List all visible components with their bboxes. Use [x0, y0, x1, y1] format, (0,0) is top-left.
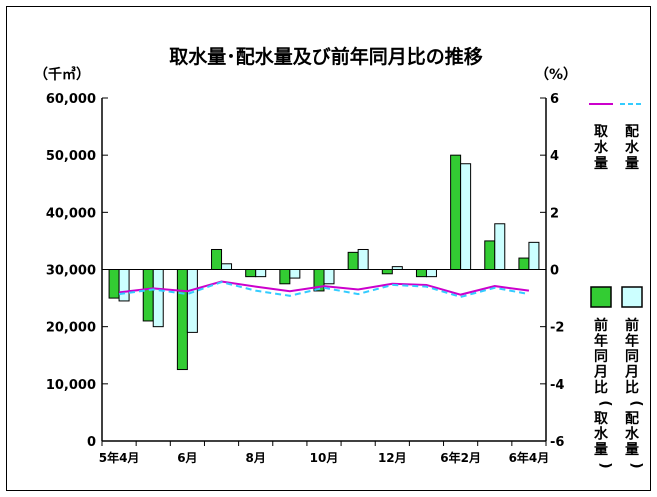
bar-distribution-yoy: [221, 263, 233, 270]
legend-glyph: 水: [625, 139, 640, 156]
legend-glyph: 水: [625, 426, 640, 443]
legend-glyph: 取: [594, 411, 609, 427]
x-axis-tick-label: 6年2月: [440, 450, 481, 465]
right-axis-tick-label: -6: [550, 435, 564, 450]
right-axis-tick-label: -4: [550, 378, 564, 393]
legend-glyph: (: [628, 400, 644, 406]
bar-intake-yoy: [381, 269, 393, 275]
bar-distribution-yoy: [186, 269, 198, 333]
bar-distribution-yoy: [494, 223, 506, 270]
legend-distribution-yoy-label: 前年同月比 ( 配水量): [624, 317, 644, 469]
bar-distribution-yoy: [323, 269, 335, 285]
legend-glyph: 配: [625, 124, 639, 140]
legend-glyph: ): [597, 462, 613, 468]
bar-distribution-yoy: [357, 248, 369, 271]
left-axis-tick-label: 50,000: [46, 149, 96, 164]
bar-intake-yoy: [176, 269, 188, 371]
legend-glyph: 量: [594, 442, 608, 458]
right-axis-tick-label: 6: [550, 92, 559, 107]
legend-glyph: 月: [593, 365, 608, 381]
legend-glyph: 水: [594, 426, 609, 443]
bar-intake-yoy: [450, 154, 462, 271]
legend-glyph: 量: [594, 156, 608, 172]
left-axis-tick-label: 60,000: [46, 92, 96, 107]
left-axis-tick-label: 30,000: [46, 264, 96, 279]
legend-glyph: (: [597, 400, 613, 406]
left-axis-tick-label: 40,000: [46, 206, 96, 221]
legend-glyph: ): [628, 462, 644, 468]
x-axis-tick-label: 6月: [177, 451, 197, 465]
legend-glyph: 量: [625, 156, 639, 172]
right-axis-tick-label: -2: [550, 321, 564, 336]
x-axis-tick-label: 5年4月: [99, 450, 140, 465]
legend-glyph: 月: [624, 365, 639, 381]
legend-intake-yoy-label: 前年同月比 ( 取水量): [593, 317, 613, 469]
legend-glyph: 比: [625, 379, 639, 396]
legend-glyph: 量: [625, 442, 639, 458]
right-axis-tick-label: 4: [550, 149, 559, 164]
legend-intake-label: 取水量: [594, 124, 609, 172]
legend-glyph: 年: [625, 333, 639, 350]
x-axis-tick-label: 8月: [246, 451, 266, 465]
x-axis-tick-label: 12月: [378, 451, 407, 465]
bar-intake-yoy: [245, 269, 257, 278]
legend-glyph: 同: [594, 349, 608, 365]
bar-intake-yoy: [484, 240, 496, 271]
bar-intake-yoy: [415, 269, 427, 278]
x-axis-tick-label: 10月: [310, 451, 339, 465]
left-axis-tick-label: 20,000: [46, 321, 96, 336]
bar-intake-yoy: [279, 269, 291, 285]
bar-intake-yoy: [518, 257, 530, 271]
left-axis-tick-label: 0: [87, 435, 96, 450]
chart-title: 取水量･配水量及び前年同月比の推移: [169, 45, 483, 68]
left-axis-tick-label: 10,000: [46, 378, 96, 393]
bar-distribution-yoy: [425, 269, 437, 278]
right-axis-tick-label: 2: [550, 206, 559, 221]
bar-distribution-yoy: [118, 269, 130, 302]
legend-glyph: 水: [594, 139, 609, 156]
bar-distribution-yoy: [289, 269, 301, 279]
bar-intake-yoy: [347, 251, 359, 271]
right-axis-unit: （%）: [535, 67, 577, 83]
bar-intake-yoy: [142, 269, 154, 322]
legend-intake-yoy-swatch: [590, 286, 612, 308]
x-axis-tick-label: 6年4月: [509, 450, 550, 465]
legend-glyph: 年: [594, 333, 608, 350]
legend-glyph: 配: [625, 411, 639, 427]
legend-distribution-yoy-swatch: [621, 286, 643, 308]
intake-volume-line: [118, 280, 530, 296]
legend-glyph: 取: [594, 124, 609, 140]
bar-distribution-yoy: [528, 241, 540, 271]
legend-glyph: 前: [625, 317, 639, 334]
left-axis-unit: （千㎥）: [34, 66, 90, 83]
plot-area: 0 10,000 20,000 30,000 40,000 50,000 60,000 -6 -…: [46, 92, 565, 465]
right-axis-tick-label: 0: [550, 264, 559, 279]
bar-distribution-yoy: [255, 269, 267, 278]
bar-distribution-yoy: [460, 163, 472, 270]
legend-glyph: 前: [594, 317, 608, 334]
bar-intake-yoy: [108, 269, 120, 299]
chart-frame: [6, 6, 651, 491]
legend-distribution-label: 配水量: [625, 124, 640, 172]
legend-glyph: 比: [594, 379, 608, 396]
bar-distribution-yoy: [152, 269, 164, 328]
bar-intake-yoy: [211, 248, 223, 271]
legend-glyph: 同: [625, 349, 639, 365]
